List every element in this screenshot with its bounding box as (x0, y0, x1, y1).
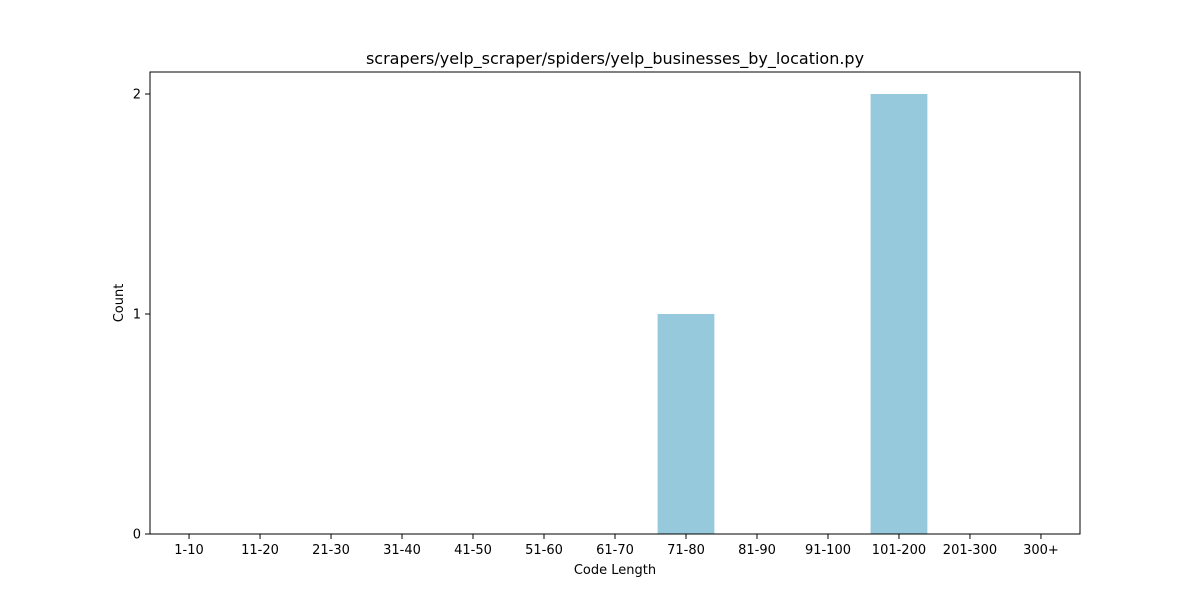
bar-101-200 (870, 94, 928, 534)
x-tick-label: 300+ (1023, 543, 1059, 558)
chart-title: scrapers/yelp_scraper/spiders/yelp_busin… (366, 49, 864, 69)
x-tick-label: 51-60 (525, 543, 563, 558)
x-axis-label: Code Length (574, 563, 656, 578)
x-tick-label: 101-200 (872, 543, 926, 558)
x-tick-label: 61-70 (596, 543, 634, 558)
x-tick-label: 201-300 (943, 543, 997, 558)
x-tick-label: 91-100 (805, 543, 851, 558)
y-axis: 0 1 2 (133, 88, 150, 543)
x-tick-label: 81-90 (738, 543, 776, 558)
x-axis: 1-10 11-20 21-30 31-40 41-50 51-60 61-70 71-80 8… (174, 534, 1059, 558)
y-axis-label: Count (112, 284, 127, 323)
x-tick-label: 21-30 (312, 543, 350, 558)
y-tick-label: 0 (133, 528, 141, 543)
x-tick-label: 1-10 (174, 543, 204, 558)
bar-71-80 (657, 314, 715, 534)
y-tick-label: 1 (133, 308, 141, 323)
x-tick-label: 11-20 (241, 543, 279, 558)
plot-frame (149, 71, 1081, 535)
x-tick-label: 71-80 (667, 543, 705, 558)
y-tick-label: 2 (133, 88, 141, 103)
x-tick-label: 41-50 (454, 543, 492, 558)
x-tick-label: 31-40 (383, 543, 421, 558)
bars-layer (657, 94, 928, 534)
